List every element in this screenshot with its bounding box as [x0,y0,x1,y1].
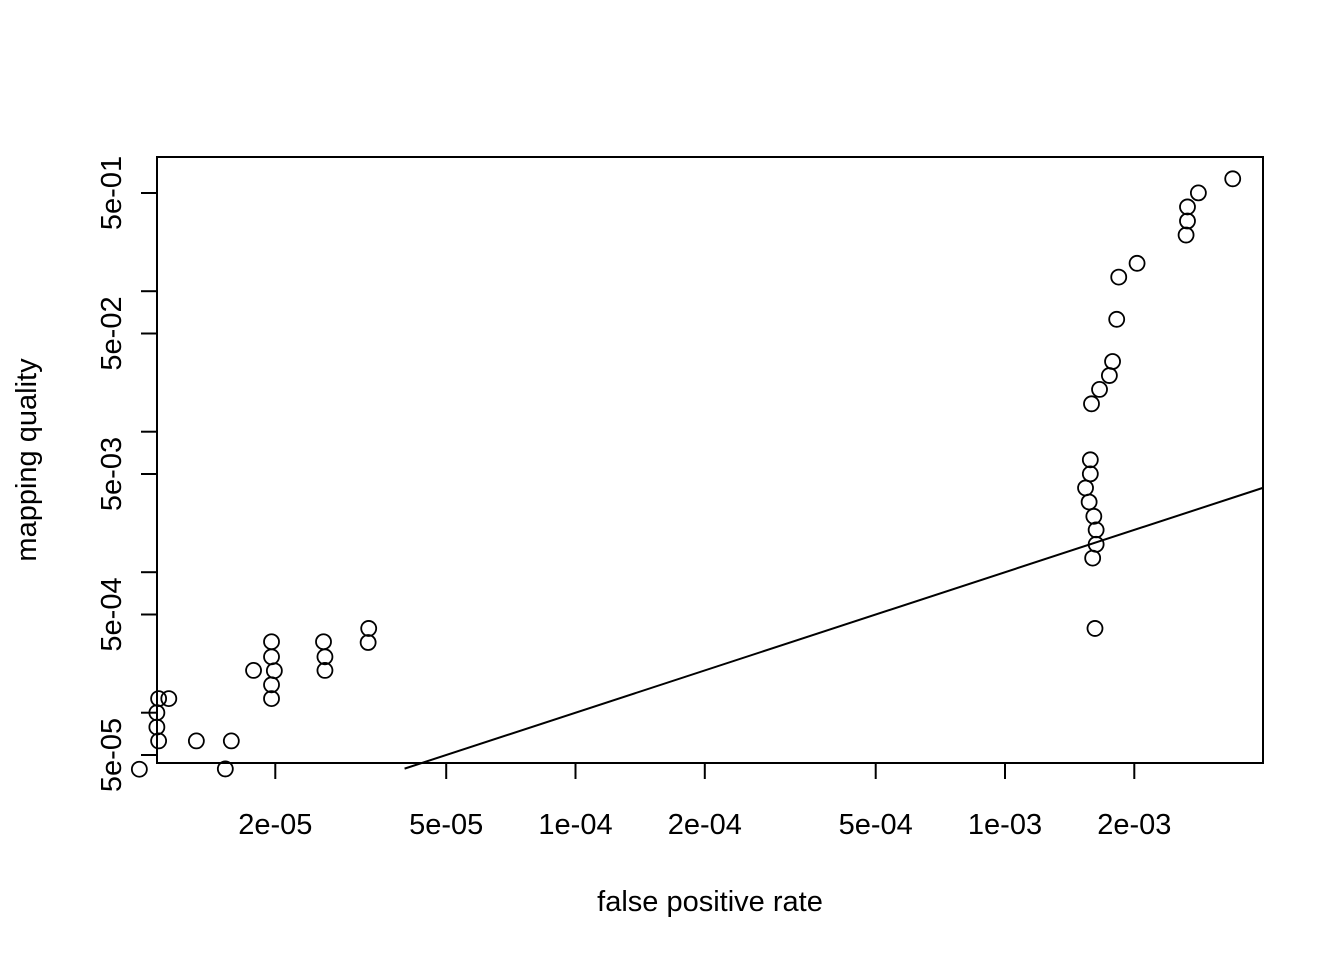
data-point [263,633,280,651]
data-point [150,732,168,750]
data-point [222,732,240,750]
x-tick-label: 2e-05 [238,809,312,841]
data-point [1077,479,1094,497]
data-point [1083,395,1100,413]
data-point [1081,451,1099,469]
data-point [265,662,283,680]
x-axis-label: false positive rate [597,886,823,918]
data-point [263,676,280,694]
data-point [245,662,262,679]
data-point [1179,212,1196,230]
data-point [1080,493,1098,511]
data-point [150,690,168,708]
data-point [1224,170,1242,188]
data-point [1100,367,1118,384]
data-point [1128,254,1146,272]
y-axis-label: mapping quality [11,358,43,562]
data-point [160,690,178,708]
x-tick-label: 2e-04 [668,809,742,841]
data-point [1189,184,1207,202]
y-tick-label: 5e-05 [96,718,128,792]
data-point [130,760,148,778]
data-point [359,634,377,651]
data-point [360,620,378,637]
data-point [1179,198,1196,216]
y-tick-label: 5e-04 [96,577,128,651]
data-point [1086,620,1104,637]
x-tick-label: 5e-04 [839,809,913,841]
x-tick-label: 2e-03 [1097,809,1171,841]
x-tick-label: 1e-04 [538,809,612,841]
data-point [216,760,234,778]
y-tick-label: 5e-02 [96,296,128,370]
y-tick-label: 5e-01 [96,156,128,230]
data-point [263,648,280,666]
data-point [1091,381,1108,398]
data-point [1110,268,1128,286]
data-point [316,648,334,666]
y-tick-label: 5e-03 [96,437,128,511]
data-point [1104,353,1121,370]
data-point [1177,226,1195,244]
data-point [316,662,334,679]
data-point [1108,310,1126,328]
data-points [130,170,1242,778]
y-axis-ticks: 5e-05 5e-04 5e-03 5e-02 5e-01 [96,156,157,792]
data-point [263,690,280,708]
data-point [1084,549,1102,567]
data-point [315,633,332,651]
reference-line [404,486,1264,770]
data-point [1087,521,1105,539]
data-point [1085,507,1103,525]
data-point [187,732,205,750]
x-axis-ticks: 2e-05 5e-05 1e-04 2e-04 5e-04 1e-03 2e-03 [238,763,1171,841]
x-tick-label: 5e-05 [409,809,483,841]
data-point [1081,465,1099,483]
x-tick-label: 1e-03 [968,809,1042,841]
